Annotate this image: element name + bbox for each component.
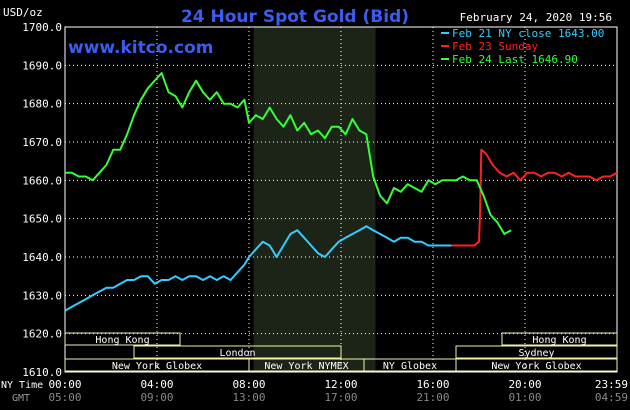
y-axis-unit: USD/oz	[3, 6, 43, 19]
y-tick-label: 1670.0	[22, 136, 62, 149]
x-tick-label-gmt: 04:59	[595, 391, 628, 404]
x-tick-label-ny: 00:00	[48, 378, 81, 391]
session-box	[133, 345, 342, 359]
price-series	[64, 72, 618, 312]
y-tick-label: 1680.0	[22, 98, 62, 111]
legend-entry-feb23: Feb 23 Sunday	[452, 40, 538, 53]
series-line-0	[64, 225, 456, 312]
kitco-watermark: www.kitco.com	[68, 38, 213, 58]
x-tick-label-gmt: 17:00	[324, 391, 357, 404]
legend-entry-feb21: Feb 21 NY close 1643.00	[452, 27, 604, 40]
session-label: New York Globex	[491, 361, 581, 372]
x-tick-label-gmt: 05:00	[48, 391, 81, 404]
nymex-session-band	[253, 27, 376, 372]
x-tick-label-ny: 23:59	[595, 378, 628, 391]
legend-entry-feb24: Feb 24 Last 1646.90	[452, 53, 578, 66]
gmt-label: GMT	[12, 393, 30, 404]
y-tick-label: 1620.0	[22, 328, 62, 341]
y-tick-label: 1630.0	[22, 289, 62, 302]
chart-title: 24 Hour Spot Gold (Bid)	[181, 7, 409, 27]
y-axis-ticks: 1610.0 1620.0 1630.0 1640.0 1650.0 1660.0 1670…	[22, 21, 62, 379]
session-box	[455, 358, 618, 372]
market-sessions: Hong Kong Hong Kong London Sydney New York G…	[64, 332, 618, 372]
x-tick-label-gmt: 21:00	[416, 391, 449, 404]
x-tick-label-ny: 04:00	[140, 378, 173, 391]
session-label: Hong Kong	[532, 335, 586, 346]
y-tick-label: 1700.0	[22, 21, 62, 34]
y-tick-label: 1690.0	[22, 59, 62, 72]
x-tick-label-gmt: 01:00	[508, 391, 541, 404]
y-tick-label: 1610.0	[22, 366, 62, 379]
x-axis-ticks: 00:00 04:00 08:00 12:00 16:00 20:00 23:59 05:00…	[48, 378, 628, 404]
series-line-2	[65, 72, 512, 235]
x-tick-label-gmt: 13:00	[232, 391, 265, 404]
session-label: London	[219, 348, 255, 359]
session-label: Hong Kong	[95, 335, 149, 346]
plot-frame	[64, 26, 618, 373]
session-label: Sydney	[518, 348, 554, 359]
x-tick-label-ny: 20:00	[508, 378, 541, 391]
x-tick-label-ny: 08:00	[232, 378, 265, 391]
session-box	[455, 345, 618, 359]
y-tick-label: 1640.0	[22, 251, 62, 264]
y-tick-label: 1660.0	[22, 174, 62, 187]
y-tick-label: 1650.0	[22, 213, 62, 226]
chart-legend: Feb 21 NY close 1643.00 Feb 23 Sunday Fe…	[441, 27, 604, 66]
ny-time-label: NY Time	[1, 380, 43, 391]
x-tick-label-ny: 12:00	[324, 378, 357, 391]
session-label: NY Globex	[383, 361, 437, 372]
grid-lines	[64, 26, 618, 373]
chart-datetime: February 24, 2020 19:56	[460, 11, 612, 24]
x-tick-label-gmt: 09:00	[140, 391, 173, 404]
session-box	[501, 332, 618, 346]
session-label: New York Globex	[112, 361, 202, 372]
series-line-1	[451, 148, 618, 247]
session-box	[64, 332, 181, 346]
x-tick-label-ny: 16:00	[416, 378, 449, 391]
session-label: New York NYMEX	[264, 361, 348, 372]
